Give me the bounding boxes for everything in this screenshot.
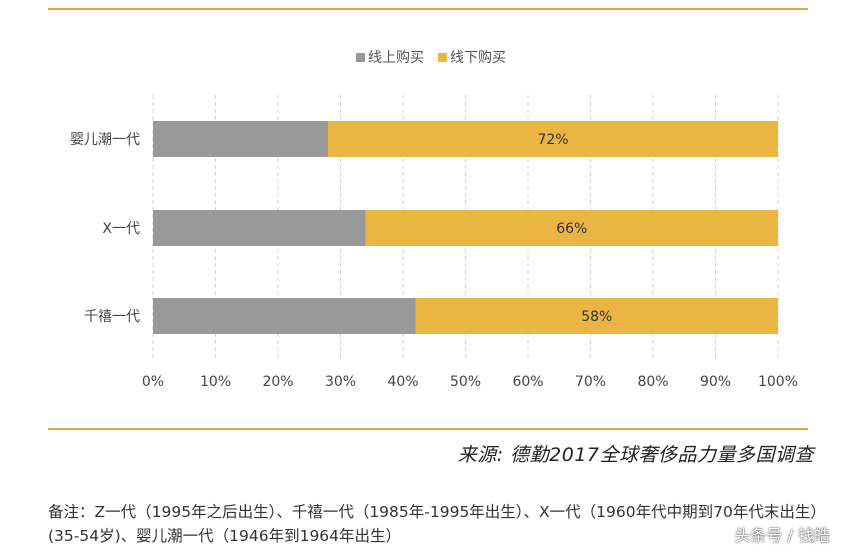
data-label: 72%: [537, 132, 568, 148]
x-tick-label: 40%: [387, 374, 418, 390]
x-tick-label: 70%: [575, 374, 606, 390]
bar-online: [153, 121, 328, 157]
legend-label: 线上购买: [368, 50, 424, 66]
x-tick-label: 30%: [325, 374, 356, 390]
x-tick-label: 10%: [200, 374, 231, 390]
bar-offline: [365, 210, 778, 246]
y-category-label: 婴儿潮一代: [70, 132, 140, 148]
stacked-bar-chart: 0% 10% 20% 30% 40% 50% 60% 70% 80% 90% 100% 线上购买 线下购…: [70, 50, 798, 390]
source-text: 来源: 德勤2017全球奢侈品力量多国调查: [457, 444, 814, 466]
bar-offline: [415, 298, 778, 334]
bar-online: [153, 298, 416, 334]
x-tick-label: 90%: [700, 374, 731, 390]
top-divider: [48, 8, 808, 10]
data-label: 66%: [556, 221, 587, 237]
bar-offline: [328, 121, 778, 157]
legend-swatch: [438, 53, 447, 62]
data-label: 58%: [581, 309, 612, 325]
bottom-divider: [48, 428, 808, 430]
footnote: 备注：Z一代（1995年之后出生）、千禧一代（1985年-1995年出生）、X一…: [48, 503, 826, 545]
x-tick-label: 0%: [142, 374, 164, 390]
y-category-label: X一代: [102, 221, 140, 237]
x-tick-label: 20%: [262, 374, 293, 390]
legend-label: 线下购买: [450, 50, 506, 66]
x-tick-label: 60%: [512, 374, 543, 390]
y-category-label: 千禧一代: [84, 309, 140, 325]
bar-online: [153, 210, 366, 246]
x-tick-label: 80%: [637, 374, 668, 390]
watermark: 头条号 / 钱皓: [734, 526, 830, 545]
legend-swatch: [356, 53, 365, 62]
x-tick-label: 100%: [758, 374, 798, 390]
x-tick-label: 50%: [450, 374, 481, 390]
